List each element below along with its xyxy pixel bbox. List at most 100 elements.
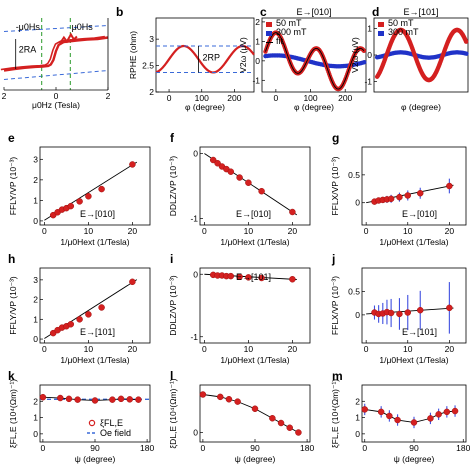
data-point [286, 424, 293, 431]
data-point [427, 415, 434, 422]
y-tick-label-e: 1 [33, 195, 38, 205]
data-point-300mT [464, 51, 469, 56]
y-tick-label-h: 3 [33, 275, 38, 285]
legend-label-1: 300 mT [276, 27, 307, 37]
direction-note-h: E→[101] [80, 327, 115, 337]
ref-line-lower [3, 70, 109, 80]
legend-label-0: 50 mT [276, 18, 302, 28]
data-point [394, 416, 401, 424]
panel-f: E→[010] 0 10 20 -1 0 1/μ0Hext (1/Tesla) DDLZ/VP… [168, 131, 311, 247]
legend-swatch-0 [266, 22, 272, 27]
y-tick-label-h: 0 [33, 334, 38, 344]
data-point [446, 182, 453, 190]
series-line-rising [3, 36, 109, 72]
y-tick-label-j: 0 [355, 310, 360, 320]
y-tick-label-j: 0.5 [348, 286, 360, 296]
data-point [386, 412, 393, 420]
data-point [269, 415, 276, 422]
direction-note-e: E→[010] [80, 209, 115, 219]
y-axis-label-e: FFLY/VP (10⁻³) [8, 157, 18, 216]
data-point [227, 168, 235, 175]
x-tick-label-e: 10 [84, 226, 94, 236]
data-point [76, 316, 83, 323]
data-point [217, 393, 224, 401]
panel-g: E→[010] 0 10 20 0 0.5 1/μ0Hext (1/Tesla) FFLX/V… [330, 131, 467, 247]
x-tick-label-m: 0 [362, 443, 367, 453]
plot-frame-b [155, 17, 255, 93]
data-point [416, 189, 424, 197]
x-tick-label-l: 90 [250, 443, 260, 453]
noise-bump [59, 32, 78, 45]
data-point [129, 278, 136, 286]
y-tick-label-b: 2.5 [142, 61, 154, 71]
x-tick-label-k: 0 [41, 443, 46, 453]
y-tick-label-d: 1 [367, 24, 372, 34]
data-point-50mT [463, 39, 469, 44]
ref-line-upper [3, 25, 109, 32]
data-point [98, 304, 105, 311]
x-tick-label-j: 0 [364, 344, 369, 354]
y-tick-label-k: 0 [33, 429, 38, 439]
x-tick-label-g: 20 [445, 226, 455, 236]
panel-j: E→[101] 0 10 20 0 0.5 1/μ0Hext (1/Tesla) FFLX/V… [330, 252, 467, 365]
panel-label-e: e [8, 131, 15, 145]
x-tick-label-h: 0 [42, 344, 47, 354]
x-axis-label-c: φ (degree) [294, 102, 334, 112]
data-point [251, 405, 259, 412]
x-axis-label-d: φ (degree) [401, 102, 441, 112]
y-tick-label-m: 0 [355, 429, 360, 439]
y-axis-label-l: ξDL,E (10⁴(Ωm)⁻¹) [168, 378, 178, 448]
y-tick-label-l: 0 [193, 428, 198, 438]
saturation-label-neg: -μ0Hs [16, 22, 41, 32]
x-tick-label-a: 2 [106, 91, 111, 101]
panel-title-d: E→[101] [403, 7, 438, 17]
x-tick-label-c: 100 [303, 93, 317, 103]
x-tick-label-b: 100 [195, 93, 209, 103]
legend-swatch-1 [266, 31, 272, 36]
y-axis-label-b: RPHE (ohm) [128, 31, 138, 79]
data-point [98, 185, 105, 193]
data-point [67, 321, 75, 328]
x-tick-label-k: 180 [140, 443, 154, 453]
data-point [416, 306, 424, 314]
data-point [443, 408, 451, 416]
x-tick-label-b: 0 [167, 93, 172, 103]
direction-note-f: E→[010] [236, 209, 271, 219]
x-tick-label-l: 0 [201, 443, 206, 453]
y-tick-label-e: 0 [33, 216, 38, 226]
panel-label-m: m [332, 369, 343, 383]
data-point [258, 274, 265, 282]
panel-k: ξFL,EOe field 0 90 180 0 1 2 ψ (degree) ξFL,E (1… [8, 369, 154, 464]
data-point [387, 309, 395, 317]
data-point [65, 395, 73, 403]
legend-label-2: fit [276, 36, 284, 46]
x-tick-label-k: 90 [90, 443, 100, 453]
y-tick-label-h: 2 [33, 295, 38, 305]
data-point [451, 407, 459, 415]
data-point [236, 174, 243, 181]
data-point [225, 396, 233, 403]
data-point [410, 419, 418, 426]
y-tick-label-b: 2 [149, 87, 154, 97]
x-tick-label-h: 10 [84, 344, 94, 354]
connect-line [202, 394, 299, 433]
fit-line [265, 32, 365, 90]
x-axis-label-e: 1/μ0Hext (1/Tesla) [60, 237, 129, 247]
panel-label-c: c [260, 5, 267, 19]
panel-a: 2RA -μ0Hs μ0Hs 2 0 2 μ0Hz (Tesla) [0, 18, 111, 110]
x-tick-label-e: 20 [128, 226, 138, 236]
data-point [387, 195, 395, 203]
x-axis-label-m: ψ (degree) [394, 454, 435, 464]
x-axis-label-j: 1/μ0Hext (1/Tesla) [379, 355, 448, 365]
y-tick-label-b: 3 [149, 34, 154, 44]
panel-label-f: f [170, 131, 175, 145]
y-tick-label-g: 0 [355, 198, 360, 208]
y-tick-label-k: 2 [33, 396, 38, 406]
y-tick-label-e: 2 [33, 175, 38, 185]
amplitude-label: 2RP [202, 52, 220, 62]
x-tick-label-g: 0 [364, 226, 369, 236]
y-axis-label-k: ξFL,E (10⁴(Ωm)⁻¹) [8, 379, 18, 448]
data-point-300mT [362, 60, 367, 65]
